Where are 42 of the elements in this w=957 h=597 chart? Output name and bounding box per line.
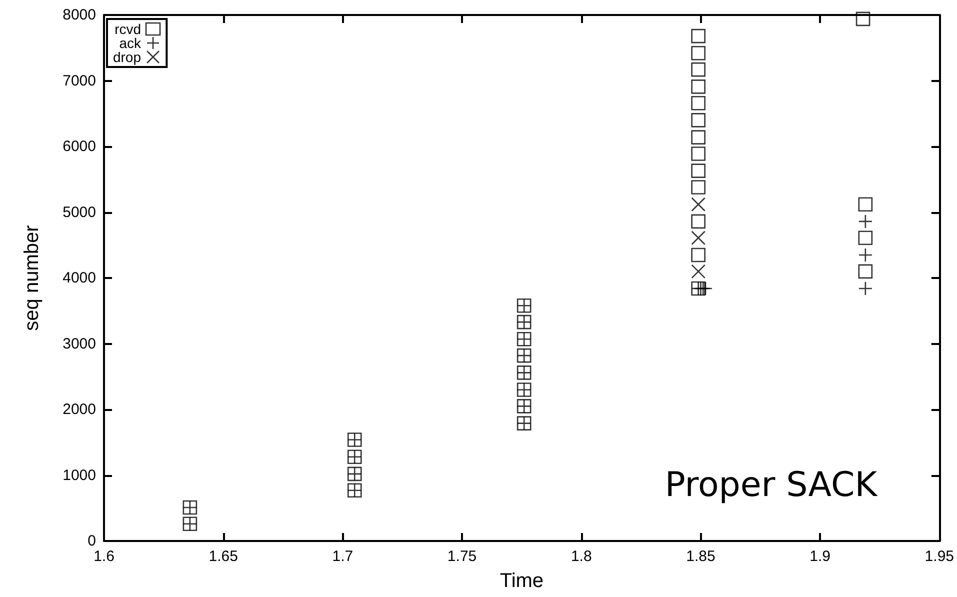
point — [691, 180, 706, 194]
point — [858, 230, 873, 246]
legend-label: rcvd — [114, 21, 142, 37]
y-tick-label: 1000 — [62, 466, 96, 484]
x-tick-label: 1.85 — [686, 548, 716, 565]
x-tick-label: 1.6 — [94, 548, 114, 565]
x-tick-label: 1.65 — [208, 548, 238, 565]
y-axis-title: seq number — [21, 224, 43, 331]
point — [691, 130, 706, 144]
y-tick-label: 2000 — [62, 401, 96, 418]
point — [691, 248, 706, 262]
point — [691, 62, 706, 77]
point — [858, 197, 873, 212]
x-axis-title: Time — [500, 570, 544, 592]
point — [856, 12, 870, 26]
point — [691, 113, 706, 128]
y-tick-label: 7000 — [62, 72, 96, 90]
x-tick-label: 1.9 — [810, 548, 830, 565]
point — [858, 264, 873, 279]
point — [691, 146, 706, 161]
y-tick-label: 0 — [88, 532, 96, 550]
legend-label: drop — [112, 49, 142, 65]
x-tick-label: 1.7 — [332, 548, 354, 565]
x-tick-label: 1.95 — [924, 548, 954, 565]
annotation: Proper SACK — [664, 465, 879, 505]
x-tick-label: 1.75 — [447, 548, 477, 565]
point — [691, 80, 706, 94]
y-tick-label: 8000 — [62, 6, 96, 24]
y-tick-label: 5000 — [62, 204, 96, 221]
point — [691, 197, 706, 212]
point — [691, 28, 706, 44]
point — [691, 46, 706, 60]
point — [691, 264, 706, 279]
y-tick-label: 3000 — [62, 335, 96, 352]
x-tick-label: 1.8 — [570, 548, 592, 565]
legend-label: ack — [119, 35, 142, 51]
point — [691, 214, 706, 229]
y-tick-label: 4000 — [62, 270, 96, 286]
point — [691, 96, 706, 110]
point — [691, 230, 706, 246]
y-tick-label: 6000 — [62, 138, 96, 155]
point — [691, 164, 706, 178]
